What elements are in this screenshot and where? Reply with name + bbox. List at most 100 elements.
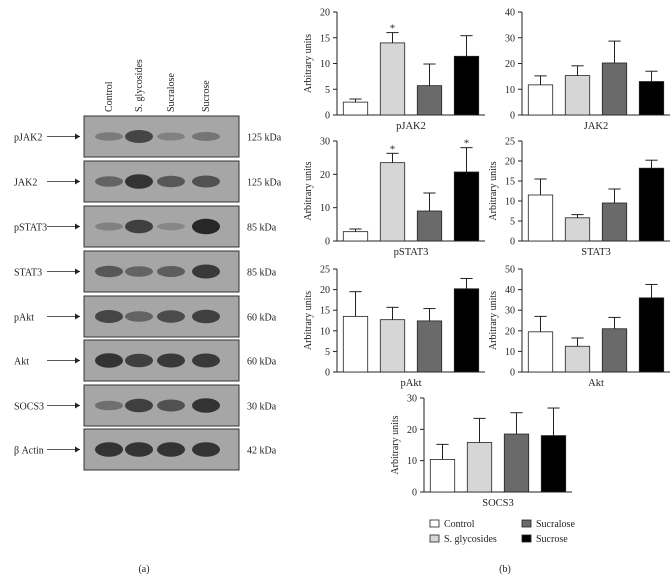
y-tick-label: 10 — [407, 456, 417, 467]
y-tick-label: 20 — [320, 285, 330, 296]
y-tick-label: 0 — [325, 368, 330, 379]
legend-swatch — [521, 519, 532, 528]
bar — [342, 101, 369, 116]
protein-band — [157, 353, 185, 368]
bar — [527, 84, 554, 116]
chart-legend: Control S. glycosides Sucralose Sucrose — [429, 519, 575, 545]
y-tick-label: 40 — [505, 8, 515, 19]
y-tick-label: 15 — [505, 177, 515, 188]
bar — [379, 319, 406, 373]
y-tick-label: 20 — [320, 8, 330, 19]
bar-chart: 0 5 10 15 20 25 Arbitrary units STAT3 — [488, 137, 670, 258]
kda-label: 42 kDa — [247, 446, 277, 457]
protein-band — [95, 265, 123, 278]
y-tick-label: 5 — [325, 347, 330, 358]
bar — [527, 331, 554, 373]
significance-marker: * — [390, 143, 396, 155]
protein-band — [157, 175, 185, 188]
legend-label: Sucralose — [536, 519, 575, 530]
protein-band — [125, 219, 153, 234]
arrow-head-icon — [75, 402, 80, 409]
y-tick-label: 30 — [505, 33, 515, 44]
y-axis-label: Arbitrary units — [303, 34, 314, 93]
bar — [453, 55, 480, 116]
protein-band — [192, 264, 220, 279]
lane-label: S. glycosides — [134, 59, 145, 112]
bar — [638, 81, 665, 116]
bar — [564, 217, 591, 242]
y-axis-label: Arbitrary units — [488, 291, 499, 350]
protein-band — [95, 353, 123, 368]
bar — [466, 442, 493, 493]
legend-label: S. glycosides — [444, 534, 497, 545]
y-tick-label: 30 — [407, 394, 417, 405]
arrow-head-icon — [75, 223, 80, 230]
y-tick-label: 10 — [505, 197, 515, 208]
x-axis-label: pAkt — [401, 378, 422, 389]
protein-band — [125, 174, 153, 189]
significance-marker: * — [390, 23, 396, 35]
legend-label: Sucrose — [536, 534, 568, 545]
bar — [638, 167, 665, 242]
y-tick-label: 0 — [510, 368, 515, 379]
protein-label: JAK2 — [14, 178, 37, 189]
y-tick-label: 5 — [510, 217, 515, 228]
y-tick-label: 15 — [320, 33, 330, 44]
y-tick-label: 0 — [325, 237, 330, 248]
y-tick-label: 20 — [505, 326, 515, 337]
protein-band — [157, 132, 185, 141]
bar — [601, 328, 628, 373]
bar — [416, 85, 443, 116]
y-tick-label: 15 — [320, 306, 330, 317]
protein-label: pJAK2 — [14, 133, 42, 144]
protein-band — [192, 353, 220, 368]
y-tick-label: 40 — [505, 285, 515, 296]
protein-band — [157, 266, 185, 277]
y-tick-label: 0 — [510, 111, 515, 122]
kda-label: 30 kDa — [247, 402, 277, 413]
bar — [342, 231, 369, 242]
kda-label: 125 kDa — [247, 178, 282, 189]
arrow-head-icon — [75, 268, 80, 275]
panel-b-label: (b) — [499, 564, 511, 575]
protein-band — [192, 309, 220, 324]
y-tick-label: 10 — [320, 203, 330, 214]
bar — [379, 42, 406, 116]
protein-label: pSTAT3 — [14, 223, 47, 234]
y-tick-label: 10 — [320, 326, 330, 337]
protein-label: pAkt — [14, 313, 34, 324]
bar — [342, 315, 369, 373]
lane-label: Control — [104, 81, 115, 112]
kda-label: 60 kDa — [247, 313, 277, 324]
y-tick-label: 50 — [505, 265, 515, 276]
y-tick-label: 30 — [505, 306, 515, 317]
western-blot-panel: Control S. glycosides Sucralose Sucrose pJAK… — [14, 59, 282, 471]
protein-band — [157, 222, 185, 231]
protein-band — [192, 398, 220, 413]
protein-label: SOCS3 — [14, 402, 44, 413]
kda-label: 125 kDa — [247, 133, 282, 144]
y-tick-label: 10 — [320, 59, 330, 70]
bar-chart: 0 10 20 30 Arbitrary units pSTAT3 * * — [303, 137, 485, 258]
bar — [453, 171, 480, 242]
bar — [416, 210, 443, 242]
x-axis-label: pJAK2 — [396, 121, 426, 132]
protein-band — [125, 311, 153, 322]
y-tick-label: 25 — [320, 265, 330, 276]
y-tick-label: 20 — [505, 59, 515, 70]
lane-label: Sucrose — [201, 80, 212, 112]
bar — [540, 435, 567, 493]
x-axis-label: STAT3 — [581, 247, 611, 258]
bar — [379, 162, 406, 242]
protein-band — [95, 400, 123, 411]
protein-label: β Actin — [14, 446, 44, 457]
protein-band — [95, 176, 123, 187]
protein-band — [95, 222, 123, 231]
y-tick-label: 5 — [325, 85, 330, 96]
protein-label: STAT3 — [14, 268, 42, 279]
arrow-head-icon — [75, 357, 80, 364]
bar — [601, 202, 628, 242]
arrow-head-icon — [75, 446, 80, 453]
